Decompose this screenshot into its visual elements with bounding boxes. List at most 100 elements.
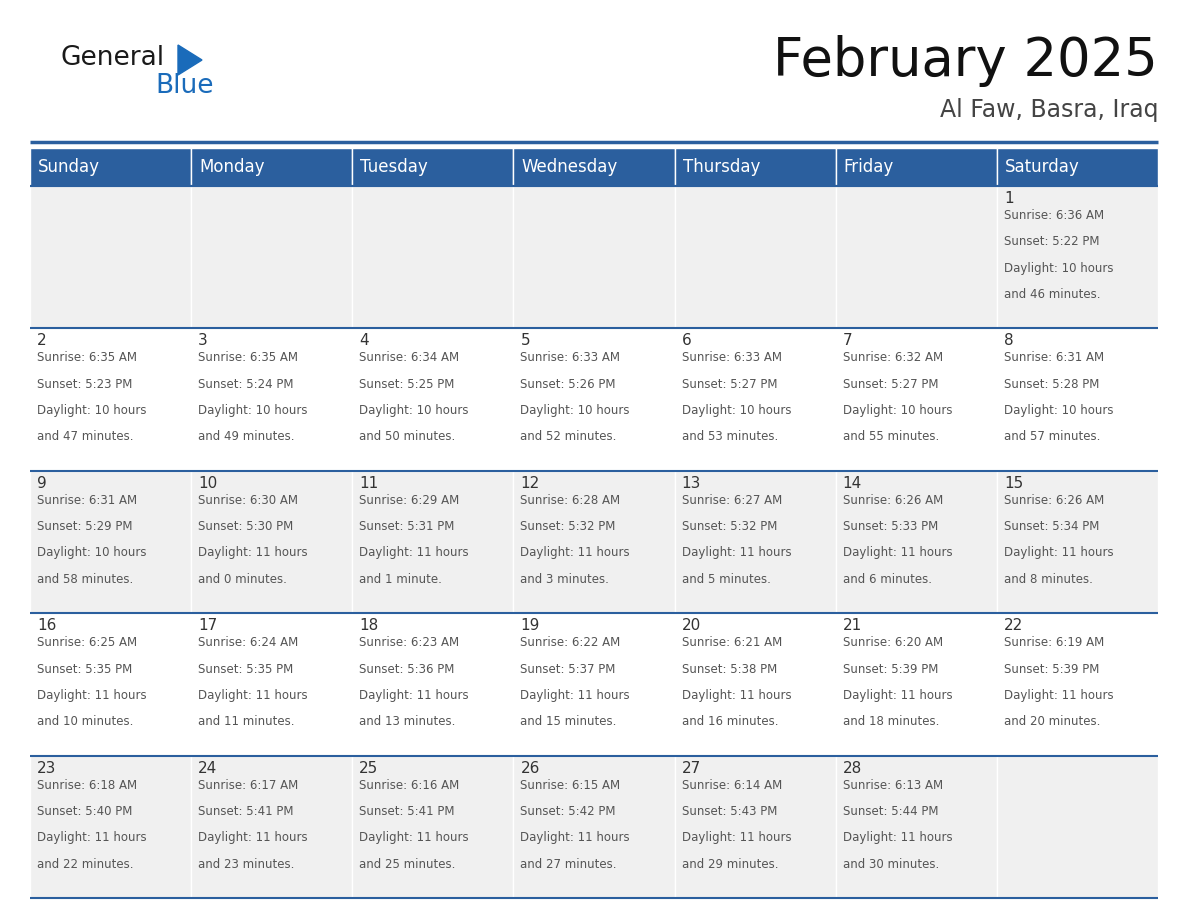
Text: Daylight: 11 hours: Daylight: 11 hours — [198, 832, 308, 845]
Text: Saturday: Saturday — [1005, 158, 1080, 176]
Text: Sunset: 5:27 PM: Sunset: 5:27 PM — [682, 377, 777, 391]
Text: Sunset: 5:22 PM: Sunset: 5:22 PM — [1004, 235, 1099, 249]
Text: 17: 17 — [198, 618, 217, 633]
Bar — [513, 148, 675, 186]
Text: 15: 15 — [1004, 476, 1023, 491]
Bar — [513, 756, 675, 898]
Text: Daylight: 11 hours: Daylight: 11 hours — [1004, 546, 1113, 559]
Text: Sunrise: 6:26 AM: Sunrise: 6:26 AM — [842, 494, 943, 507]
Text: Sunset: 5:36 PM: Sunset: 5:36 PM — [359, 663, 455, 676]
Text: 12: 12 — [520, 476, 539, 491]
Text: 13: 13 — [682, 476, 701, 491]
Text: Tuesday: Tuesday — [360, 158, 428, 176]
Text: and 0 minutes.: and 0 minutes. — [198, 573, 287, 586]
Text: 24: 24 — [198, 761, 217, 776]
Text: Sunrise: 6:15 AM: Sunrise: 6:15 AM — [520, 778, 620, 791]
Text: and 20 minutes.: and 20 minutes. — [1004, 715, 1100, 728]
Bar — [191, 329, 353, 471]
Text: Sunrise: 6:33 AM: Sunrise: 6:33 AM — [520, 352, 620, 364]
Text: Sunset: 5:27 PM: Sunset: 5:27 PM — [842, 377, 939, 391]
Text: 9: 9 — [37, 476, 46, 491]
Text: 27: 27 — [682, 761, 701, 776]
Text: Sunset: 5:26 PM: Sunset: 5:26 PM — [520, 377, 615, 391]
Text: 6: 6 — [682, 333, 691, 349]
Bar — [997, 186, 1158, 329]
Text: Daylight: 11 hours: Daylight: 11 hours — [842, 546, 953, 559]
Text: Daylight: 10 hours: Daylight: 10 hours — [1004, 262, 1113, 274]
Text: and 27 minutes.: and 27 minutes. — [520, 857, 617, 870]
Text: Sunrise: 6:33 AM: Sunrise: 6:33 AM — [682, 352, 782, 364]
Text: and 5 minutes.: and 5 minutes. — [682, 573, 771, 586]
Text: Sunrise: 6:30 AM: Sunrise: 6:30 AM — [198, 494, 298, 507]
Text: Daylight: 10 hours: Daylight: 10 hours — [682, 404, 791, 417]
Text: Sunset: 5:35 PM: Sunset: 5:35 PM — [198, 663, 293, 676]
Text: Sunrise: 6:31 AM: Sunrise: 6:31 AM — [37, 494, 137, 507]
Text: and 1 minute.: and 1 minute. — [359, 573, 442, 586]
Text: 25: 25 — [359, 761, 379, 776]
Text: Sunrise: 6:26 AM: Sunrise: 6:26 AM — [1004, 494, 1104, 507]
Text: 5: 5 — [520, 333, 530, 349]
Text: and 50 minutes.: and 50 minutes. — [359, 431, 455, 443]
Text: Sunset: 5:34 PM: Sunset: 5:34 PM — [1004, 521, 1099, 533]
Bar — [675, 756, 835, 898]
Bar — [997, 329, 1158, 471]
Text: Sunset: 5:31 PM: Sunset: 5:31 PM — [359, 521, 455, 533]
Bar — [997, 148, 1158, 186]
Text: Sunset: 5:24 PM: Sunset: 5:24 PM — [198, 377, 293, 391]
Bar — [353, 329, 513, 471]
Text: Sunrise: 6:14 AM: Sunrise: 6:14 AM — [682, 778, 782, 791]
Bar — [513, 329, 675, 471]
Text: Sunset: 5:29 PM: Sunset: 5:29 PM — [37, 521, 133, 533]
Text: Sunrise: 6:28 AM: Sunrise: 6:28 AM — [520, 494, 620, 507]
Text: Sunday: Sunday — [38, 158, 100, 176]
Text: and 22 minutes.: and 22 minutes. — [37, 857, 133, 870]
Bar — [191, 613, 353, 756]
Text: Wednesday: Wednesday — [522, 158, 618, 176]
Text: and 29 minutes.: and 29 minutes. — [682, 857, 778, 870]
Text: and 8 minutes.: and 8 minutes. — [1004, 573, 1093, 586]
Text: 11: 11 — [359, 476, 379, 491]
Bar — [997, 471, 1158, 613]
Bar — [513, 613, 675, 756]
Bar — [675, 329, 835, 471]
Text: Daylight: 11 hours: Daylight: 11 hours — [520, 688, 630, 702]
Bar — [353, 613, 513, 756]
Text: 21: 21 — [842, 618, 862, 633]
Text: 1: 1 — [1004, 191, 1013, 206]
Text: Sunset: 5:32 PM: Sunset: 5:32 PM — [682, 521, 777, 533]
Text: Sunset: 5:33 PM: Sunset: 5:33 PM — [842, 521, 939, 533]
Text: Sunset: 5:38 PM: Sunset: 5:38 PM — [682, 663, 777, 676]
Text: Sunrise: 6:34 AM: Sunrise: 6:34 AM — [359, 352, 460, 364]
Text: and 47 minutes.: and 47 minutes. — [37, 431, 133, 443]
Bar — [835, 148, 997, 186]
Text: Sunrise: 6:17 AM: Sunrise: 6:17 AM — [198, 778, 298, 791]
Text: Daylight: 11 hours: Daylight: 11 hours — [682, 546, 791, 559]
Text: Daylight: 10 hours: Daylight: 10 hours — [37, 546, 146, 559]
Bar — [353, 148, 513, 186]
Bar — [30, 756, 191, 898]
Text: February 2025: February 2025 — [773, 35, 1158, 87]
Text: Daylight: 11 hours: Daylight: 11 hours — [359, 832, 469, 845]
Bar — [191, 148, 353, 186]
Text: and 10 minutes.: and 10 minutes. — [37, 715, 133, 728]
Text: and 55 minutes.: and 55 minutes. — [842, 431, 939, 443]
Bar — [353, 756, 513, 898]
Bar — [675, 613, 835, 756]
Text: Daylight: 11 hours: Daylight: 11 hours — [682, 688, 791, 702]
Text: and 49 minutes.: and 49 minutes. — [198, 431, 295, 443]
Text: Daylight: 11 hours: Daylight: 11 hours — [198, 546, 308, 559]
Bar — [30, 148, 191, 186]
Bar — [353, 471, 513, 613]
Text: Daylight: 11 hours: Daylight: 11 hours — [359, 546, 469, 559]
Bar — [30, 471, 191, 613]
Text: Daylight: 11 hours: Daylight: 11 hours — [682, 832, 791, 845]
Text: 8: 8 — [1004, 333, 1013, 349]
Bar — [30, 329, 191, 471]
Text: and 15 minutes.: and 15 minutes. — [520, 715, 617, 728]
Text: Daylight: 10 hours: Daylight: 10 hours — [198, 404, 308, 417]
Text: 18: 18 — [359, 618, 379, 633]
Text: Daylight: 11 hours: Daylight: 11 hours — [37, 688, 146, 702]
Text: 22: 22 — [1004, 618, 1023, 633]
Text: and 58 minutes.: and 58 minutes. — [37, 573, 133, 586]
Text: and 23 minutes.: and 23 minutes. — [198, 857, 295, 870]
